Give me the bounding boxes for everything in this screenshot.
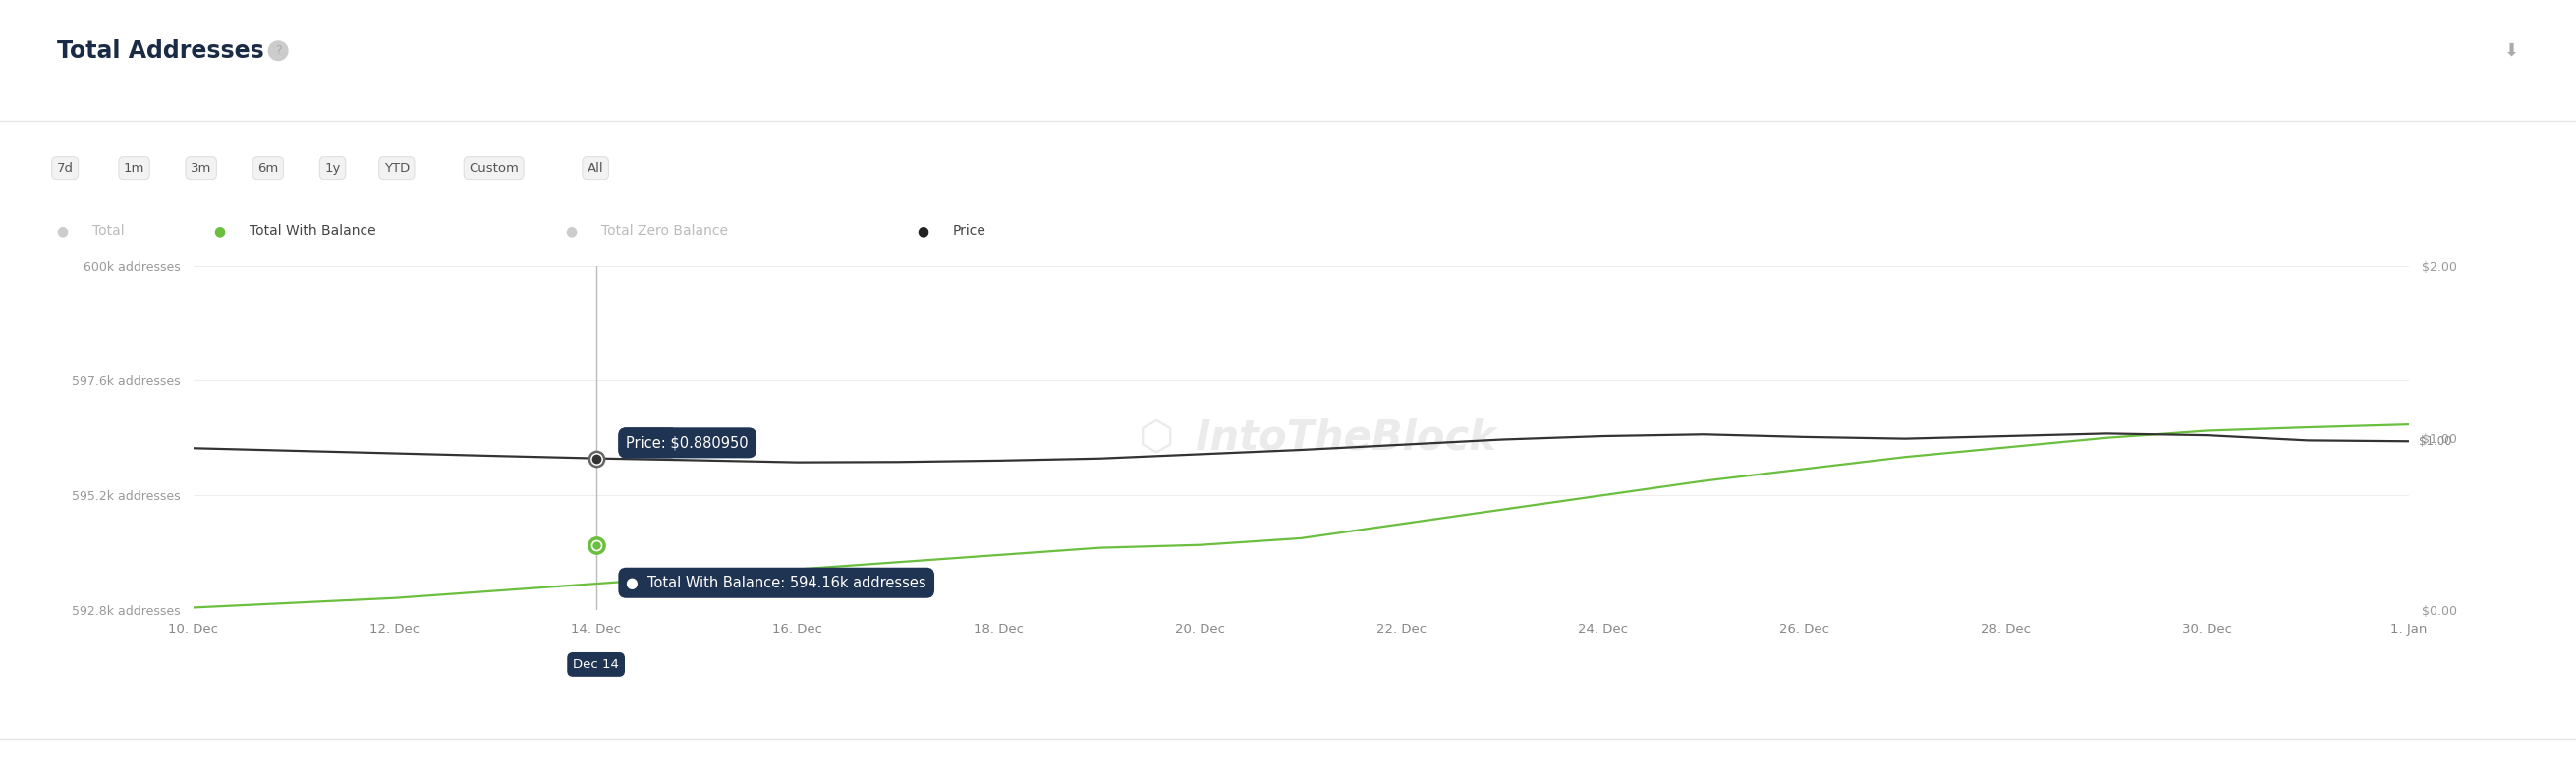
Text: YTD: YTD — [384, 162, 410, 174]
Text: 1m: 1m — [124, 162, 144, 174]
Text: Total Zero Balance: Total Zero Balance — [600, 224, 729, 238]
Text: 7d: 7d — [57, 162, 72, 174]
Text: ?: ? — [276, 45, 281, 57]
Text: ⬇: ⬇ — [2504, 42, 2519, 59]
Text: 1y: 1y — [325, 162, 340, 174]
Text: ⬡: ⬡ — [1139, 418, 1175, 458]
Text: $1.00: $1.00 — [2419, 435, 2452, 448]
Text: ●  Total With Balance: 594.16k addresses: ● Total With Balance: 594.16k addresses — [626, 576, 927, 590]
Text: ●: ● — [917, 224, 927, 238]
Text: ●: ● — [564, 224, 577, 238]
Text: 3m: 3m — [191, 162, 211, 174]
Text: Total: Total — [93, 224, 124, 238]
Text: All: All — [587, 162, 603, 174]
Text: ●: ● — [57, 224, 70, 238]
Text: Price: $0.880950: Price: $0.880950 — [626, 436, 750, 450]
Text: ●: ● — [214, 224, 227, 238]
Text: 6m: 6m — [258, 162, 278, 174]
Text: Custom: Custom — [469, 162, 518, 174]
Text: Total Addresses: Total Addresses — [57, 39, 263, 63]
Text: IntoTheBlock: IntoTheBlock — [1195, 418, 1497, 458]
Text: Price: Price — [953, 224, 987, 238]
Text: Price:: Price: — [626, 436, 670, 450]
Text: Total With Balance: Total With Balance — [250, 224, 376, 238]
Text: Dec 14: Dec 14 — [572, 658, 618, 671]
